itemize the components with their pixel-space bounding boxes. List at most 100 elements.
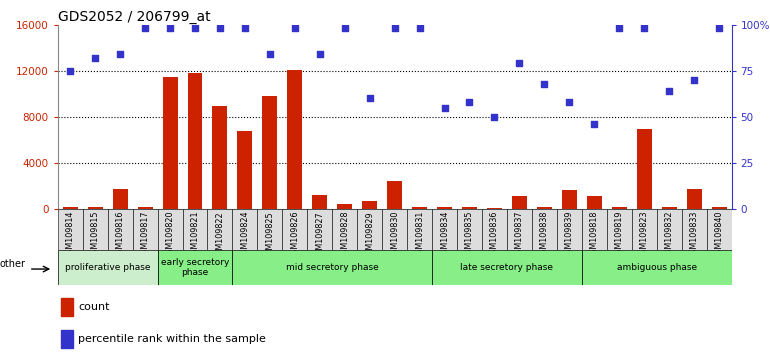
Bar (407, 209, 432, 250)
Text: other: other (0, 259, 26, 269)
Text: GSM109830: GSM109830 (390, 211, 399, 259)
Point (239, 25, 251, 31)
Text: count: count (78, 302, 109, 312)
Text: GSM109829: GSM109829 (365, 211, 374, 259)
Text: early secretory
phase: early secretory phase (161, 258, 229, 277)
Bar (562, 190, 577, 209)
Bar (108, 209, 132, 250)
Point (89, 55, 102, 61)
Text: GSM109819: GSM109819 (614, 211, 624, 259)
Bar (233, 250, 432, 285)
Point (388, 25, 400, 31)
Bar (362, 201, 377, 209)
Bar (237, 131, 253, 209)
Text: late secretory phase: late secretory phase (460, 263, 554, 272)
Bar (637, 130, 651, 209)
Point (313, 51, 326, 57)
Bar (631, 209, 657, 250)
Text: GSM109837: GSM109837 (515, 211, 524, 259)
Point (713, 25, 725, 31)
Text: GSM109827: GSM109827 (315, 211, 324, 259)
Bar (482, 209, 507, 250)
Text: GSM109820: GSM109820 (166, 211, 175, 259)
Text: GSM109835: GSM109835 (465, 211, 474, 259)
Text: mid secretory phase: mid secretory phase (286, 263, 379, 272)
Text: GSM109834: GSM109834 (440, 211, 449, 259)
Bar (462, 207, 477, 209)
Point (538, 81, 551, 86)
Point (563, 99, 575, 105)
Bar (412, 207, 427, 209)
Point (663, 88, 675, 94)
Bar (607, 209, 631, 250)
Point (638, 25, 651, 31)
Bar (661, 207, 677, 209)
Bar (707, 209, 732, 250)
Text: GSM109826: GSM109826 (290, 211, 300, 259)
Bar (112, 189, 128, 209)
Bar (457, 209, 482, 250)
Text: GSM109831: GSM109831 (415, 211, 424, 259)
Point (613, 25, 625, 31)
Text: percentile rank within the sample: percentile rank within the sample (78, 334, 266, 344)
Bar (283, 209, 307, 250)
Point (189, 25, 201, 31)
Bar (61, 330, 73, 348)
Bar (58, 209, 82, 250)
Bar (557, 209, 582, 250)
Text: GSM109814: GSM109814 (65, 211, 75, 259)
Bar (138, 207, 152, 209)
Text: GSM109833: GSM109833 (690, 211, 698, 259)
Text: GDS2052 / 206799_at: GDS2052 / 206799_at (58, 10, 210, 24)
Point (164, 25, 176, 31)
Bar (61, 298, 73, 316)
Text: GSM109840: GSM109840 (715, 211, 724, 259)
Text: GSM109838: GSM109838 (540, 211, 549, 259)
Point (488, 114, 500, 120)
Point (363, 96, 376, 101)
Bar (582, 209, 607, 250)
Bar (582, 250, 732, 285)
Text: GSM109816: GSM109816 (116, 211, 125, 259)
Bar (432, 209, 457, 250)
Bar (307, 209, 332, 250)
Bar (382, 209, 407, 250)
Text: GSM109824: GSM109824 (240, 211, 249, 259)
Bar (357, 209, 382, 250)
Bar (188, 73, 203, 209)
Bar (432, 250, 582, 285)
Point (413, 25, 426, 31)
Point (263, 51, 276, 57)
Bar (58, 250, 158, 285)
Bar (257, 209, 283, 250)
Point (588, 121, 601, 127)
Text: GSM109839: GSM109839 (565, 211, 574, 259)
Bar (158, 250, 233, 285)
Bar (611, 207, 627, 209)
Text: GSM109817: GSM109817 (141, 211, 149, 259)
Point (688, 77, 700, 83)
Point (514, 61, 526, 66)
Bar (82, 209, 108, 250)
Bar (657, 209, 681, 250)
Text: ambiguous phase: ambiguous phase (617, 263, 697, 272)
Bar (681, 209, 707, 250)
Bar (512, 196, 527, 209)
Bar (332, 209, 357, 250)
Point (339, 25, 351, 31)
Bar (487, 208, 502, 209)
Bar (158, 209, 182, 250)
Text: GSM109828: GSM109828 (340, 211, 350, 259)
Point (214, 25, 226, 31)
Text: GSM109818: GSM109818 (590, 211, 599, 259)
Text: GSM109836: GSM109836 (490, 211, 499, 259)
Text: GSM109815: GSM109815 (91, 211, 99, 259)
Bar (337, 205, 352, 209)
Bar (213, 107, 227, 209)
Point (289, 25, 301, 31)
Bar (587, 196, 601, 209)
Bar (437, 207, 452, 209)
Bar (711, 207, 727, 209)
Point (114, 51, 126, 57)
Text: GSM109821: GSM109821 (190, 211, 199, 259)
